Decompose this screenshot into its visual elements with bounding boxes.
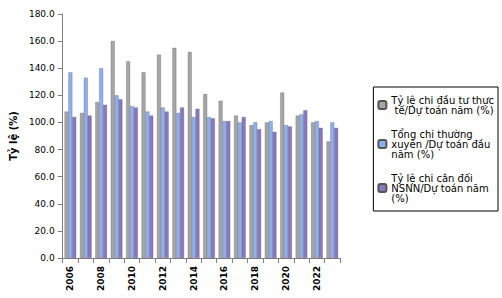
svg-text:60.0: 60.0 [35, 172, 55, 182]
svg-text:2012: 2012 [158, 266, 168, 291]
svg-text:tế/Dự toán năm (%): tế/Dự toán năm (%) [391, 105, 493, 117]
svg-text:Tổng chi thường: Tổng chi thường [391, 128, 476, 140]
svg-text:2008: 2008 [96, 266, 106, 291]
svg-text:100.0: 100.0 [29, 117, 55, 127]
svg-text:2022: 2022 [312, 266, 322, 291]
svg-text:120.0: 120.0 [29, 90, 55, 100]
svg-text:(%): (%) [391, 193, 408, 204]
svg-text:180.0: 180.0 [29, 9, 55, 19]
svg-text:2014: 2014 [189, 266, 199, 291]
svg-text:Tỷ lệ chi cân đối: Tỷ lệ chi cân đối [391, 172, 477, 184]
svg-text:2018: 2018 [250, 266, 260, 291]
svg-text:xuyên /Dự toán đầu: xuyên /Dự toán đầu [391, 138, 494, 150]
svg-text:20.0: 20.0 [35, 226, 55, 236]
svg-text:2010: 2010 [127, 266, 137, 291]
svg-text:2006: 2006 [65, 266, 75, 291]
svg-text:2016: 2016 [219, 266, 229, 291]
svg-text:140.0: 140.0 [29, 63, 55, 73]
svg-text:Tỷ lệ chi đầu tư thực: Tỷ lệ chi đầu tư thực [391, 94, 494, 106]
svg-text:2020: 2020 [281, 266, 291, 291]
svg-text:năm (%): năm (%) [391, 149, 434, 160]
svg-text:80.0: 80.0 [35, 145, 55, 155]
svg-text:Tỷ lệ (%): Tỷ lệ (%) [7, 111, 19, 161]
svg-text:NSNN/Dự toán năm: NSNN/Dự toán năm [391, 182, 492, 194]
svg-text:40.0: 40.0 [35, 199, 55, 209]
svg-text:160.0: 160.0 [29, 36, 55, 46]
svg-text:0.0: 0.0 [40, 253, 55, 263]
